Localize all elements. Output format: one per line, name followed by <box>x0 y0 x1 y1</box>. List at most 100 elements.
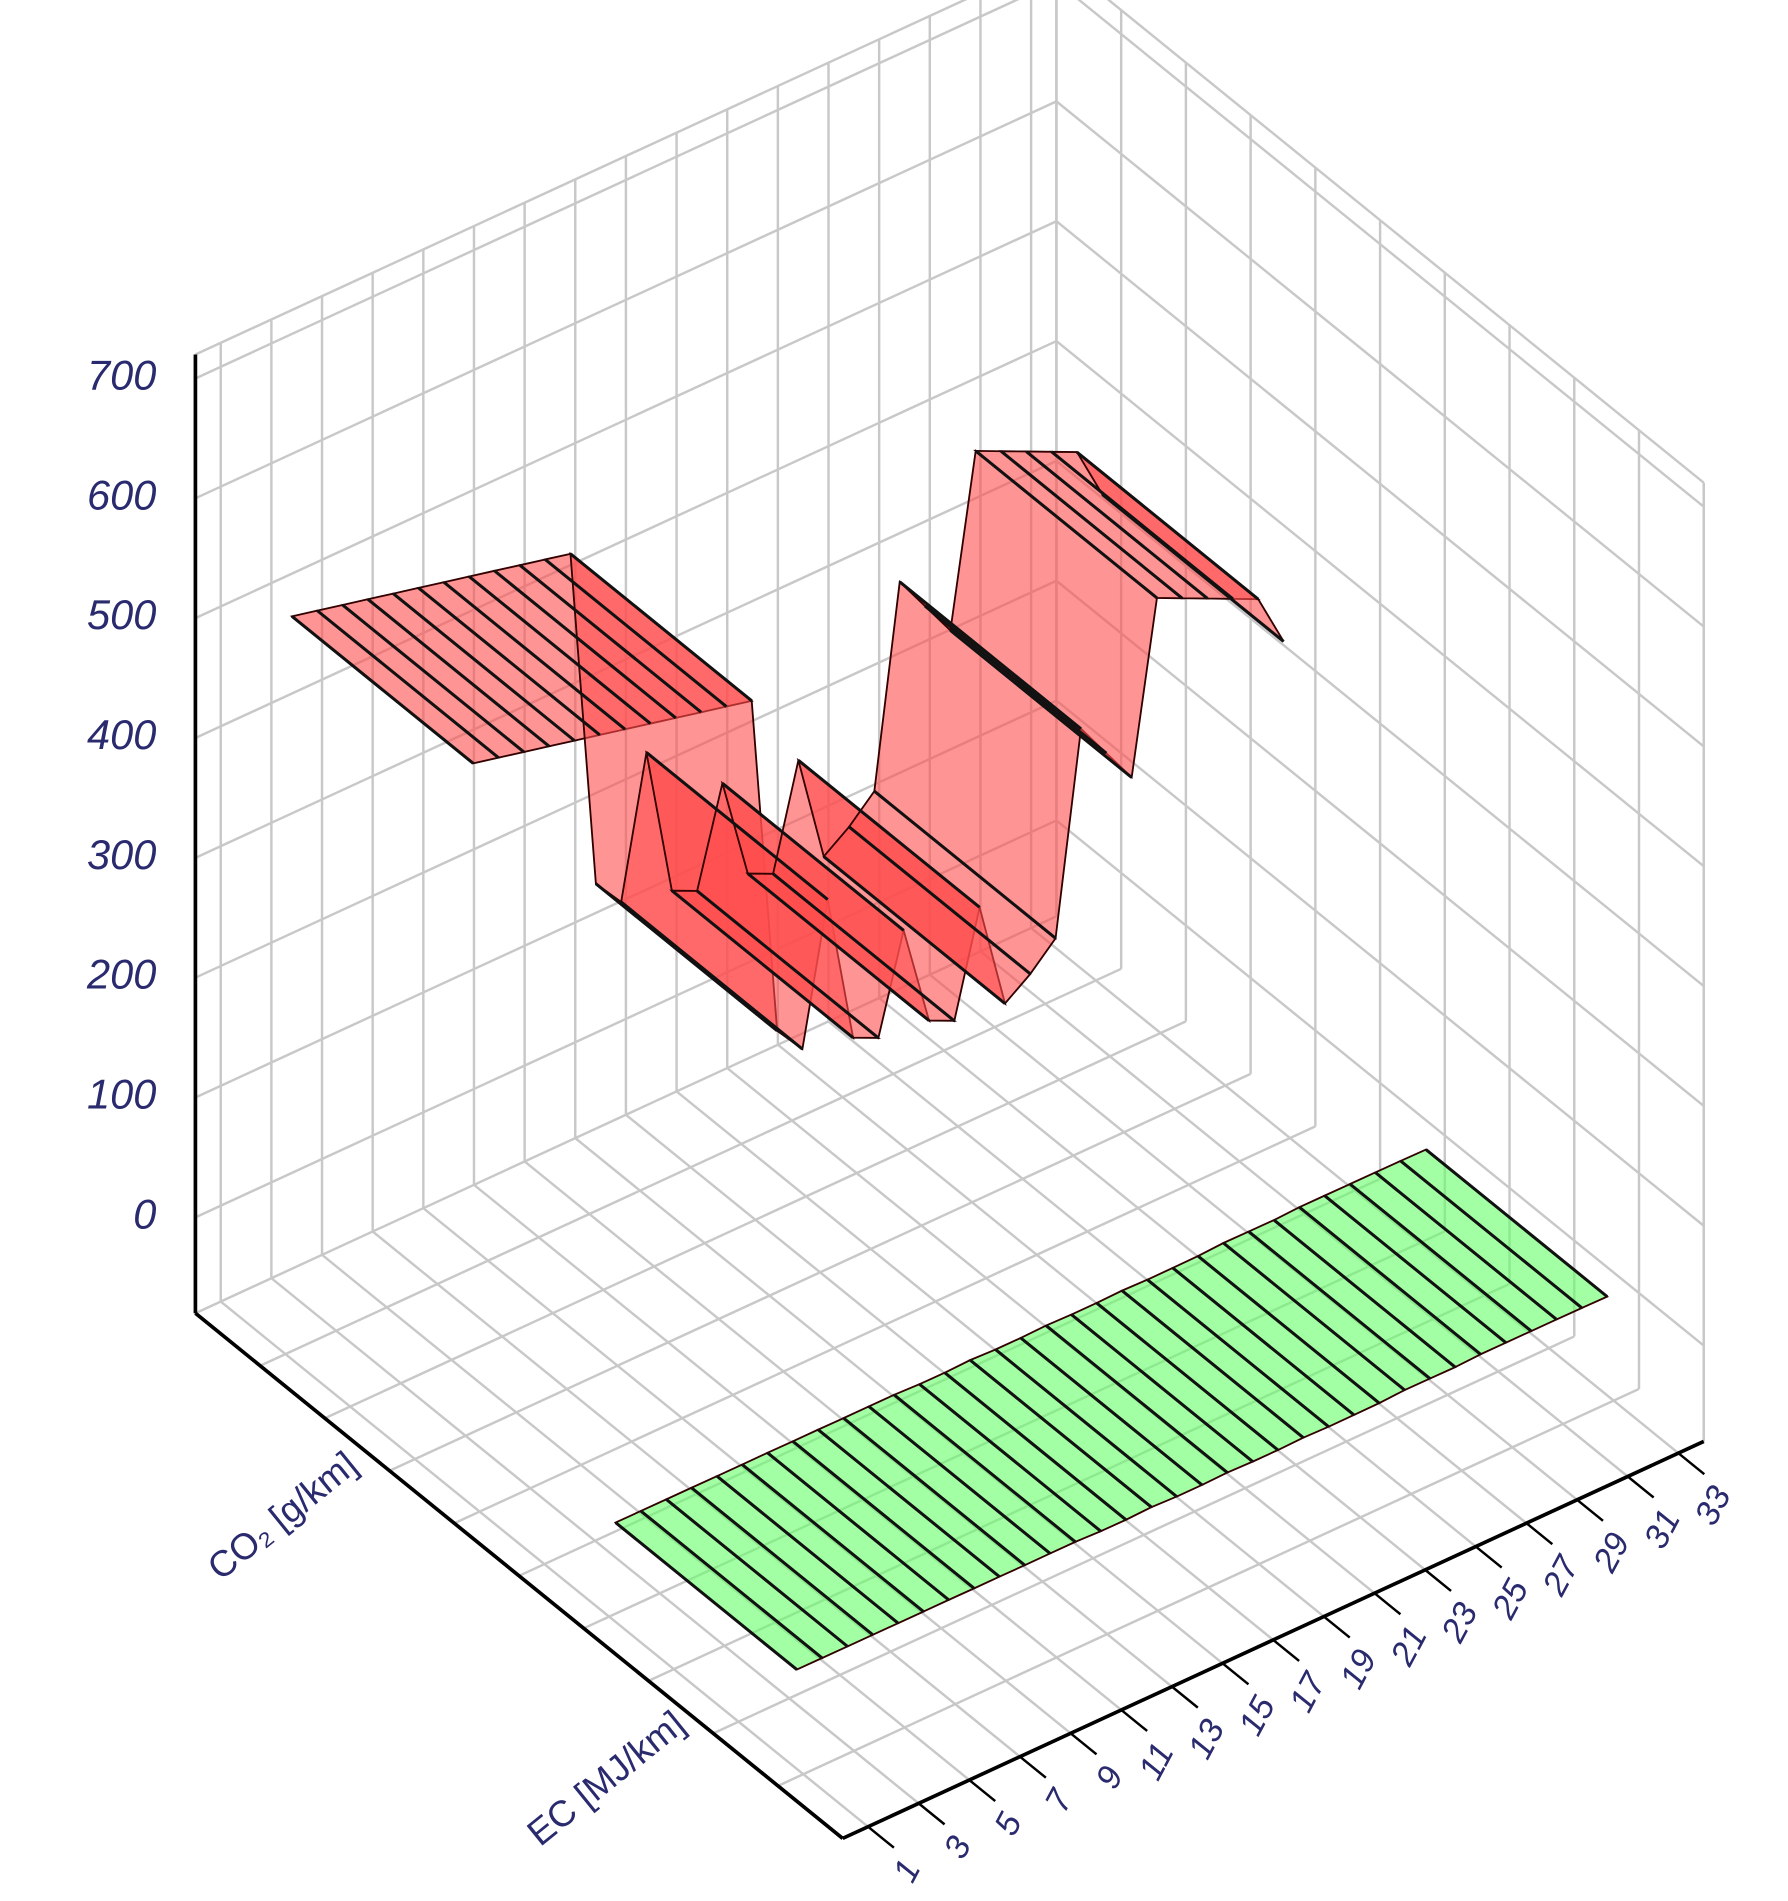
ribbon-line <box>1076 450 1260 601</box>
x-tick-label: 33 <box>1687 1480 1738 1531</box>
z-tick-label: 500 <box>87 591 156 638</box>
grid-line <box>219 1300 869 1828</box>
z-tick-label: 300 <box>87 831 156 878</box>
grid-line <box>194 339 1057 740</box>
ribbon-line <box>822 855 1006 1005</box>
ribbon-line <box>715 1474 900 1625</box>
ribbon-line <box>665 1498 849 1648</box>
ribbon-line <box>772 872 956 1023</box>
ribbon-line <box>670 889 855 1039</box>
ribbon-line <box>1045 1324 1229 1474</box>
x-tick-label: 1 <box>886 1854 928 1889</box>
axis-line <box>194 1311 844 1840</box>
ribbon-line <box>842 1416 1026 1567</box>
grid-line <box>1055 819 1705 1347</box>
ribbon-line <box>614 1521 798 1671</box>
x-tick <box>1069 1732 1098 1756</box>
x-tick <box>1576 1498 1604 1522</box>
ribbon-line <box>493 569 677 720</box>
ribbon-line <box>974 449 1158 600</box>
z-tick-label: 200 <box>86 951 156 998</box>
x-tick <box>1171 1685 1199 1709</box>
depth-label: CO₂ [g/km] <box>200 1443 365 1588</box>
ribbon-line <box>696 889 880 1040</box>
ribbon-line <box>442 581 627 731</box>
x-tick-label: 25 <box>1484 1573 1536 1626</box>
grid-line <box>1055 220 1705 748</box>
ribbon-line <box>817 1428 1001 1578</box>
x-tick <box>1120 1709 1148 1732</box>
grid-line <box>194 220 1057 620</box>
x-tick-label: 13 <box>1181 1714 1232 1765</box>
ribbon-line <box>392 592 576 742</box>
ribbon-line <box>290 615 475 765</box>
z-tick-label: 600 <box>87 471 156 518</box>
x-tick <box>917 1802 946 1826</box>
ribbon-line <box>1101 493 1285 643</box>
x-tick-label: 23 <box>1434 1597 1486 1649</box>
ribbon-line <box>848 825 1032 976</box>
ribbon-line <box>690 1486 874 1637</box>
ribbon-line <box>1000 450 1184 600</box>
ribbon-line <box>639 1509 824 1660</box>
z-tick-label: 400 <box>87 711 156 758</box>
ribbon-line <box>943 1371 1128 1521</box>
ribbon-line <box>867 1405 1052 1555</box>
ribbon-line <box>969 1358 1153 1509</box>
x-tick-label: 5 <box>987 1806 1030 1841</box>
x-tick-label: 31 <box>1637 1503 1688 1554</box>
ribbon-line <box>797 759 981 909</box>
ribbon-line <box>893 1393 1077 1544</box>
ribbon-line <box>1247 1230 1431 1380</box>
ribbon-line <box>721 782 905 932</box>
x-tick <box>867 1825 895 1849</box>
ribbon-line <box>341 603 525 754</box>
ribbon-line <box>1095 1301 1279 1452</box>
x-tick-label: 7 <box>1038 1782 1081 1818</box>
ribbon-line <box>594 882 779 1032</box>
grid-line <box>1077 0 1705 508</box>
ribbon-line <box>791 1440 976 1590</box>
x-tick <box>1323 1615 1351 1639</box>
grid-line <box>1055 579 1705 1107</box>
x-tick <box>1019 1755 1047 1779</box>
ribbon-line <box>518 563 703 714</box>
grid-line <box>194 100 1057 500</box>
x-tick-label: 29 <box>1586 1527 1638 1579</box>
ribbon-line <box>1349 1182 1533 1333</box>
ribbon-line <box>741 1463 925 1613</box>
ribbon-line <box>1298 1206 1482 1356</box>
x-tick <box>1373 1592 1402 1616</box>
grid-line <box>1055 340 1705 868</box>
ribbon-line <box>1374 1171 1558 1321</box>
x-tick-label: 27 <box>1535 1548 1588 1602</box>
ribbon-line <box>1222 1241 1406 1392</box>
ribbon-line <box>645 751 829 901</box>
z-tick-label: 100 <box>87 1070 156 1117</box>
ribbon-line <box>949 629 1133 779</box>
ribbon-line <box>1025 450 1209 600</box>
ribbon-line <box>918 1382 1102 1533</box>
z-tick-label: 0 <box>133 1190 156 1237</box>
ribbon-line <box>468 575 652 725</box>
ribbon-line <box>569 552 753 703</box>
ribbon-line <box>1146 1278 1330 1428</box>
ribbon-line <box>1019 1336 1203 1487</box>
ribbon-line <box>1121 1289 1305 1439</box>
x-tick <box>968 1779 996 1802</box>
ribbon-line <box>1424 1148 1609 1298</box>
grid-line <box>194 0 1020 380</box>
ribbon-line <box>1323 1194 1507 1344</box>
x-tick <box>1525 1522 1554 1546</box>
x-tick-label: 21 <box>1383 1620 1435 1672</box>
ribbon-line <box>766 1451 950 1602</box>
x-tick <box>1221 1662 1250 1686</box>
z-tick-label: 700 <box>87 351 156 398</box>
ribbon-line <box>544 558 728 708</box>
ribbon-line <box>898 580 1082 731</box>
depth-label: EC [MJ/km] <box>519 1703 692 1854</box>
grid-line <box>270 1277 920 1805</box>
ribbon-line <box>924 604 1108 755</box>
grid-line <box>1055 100 1705 628</box>
